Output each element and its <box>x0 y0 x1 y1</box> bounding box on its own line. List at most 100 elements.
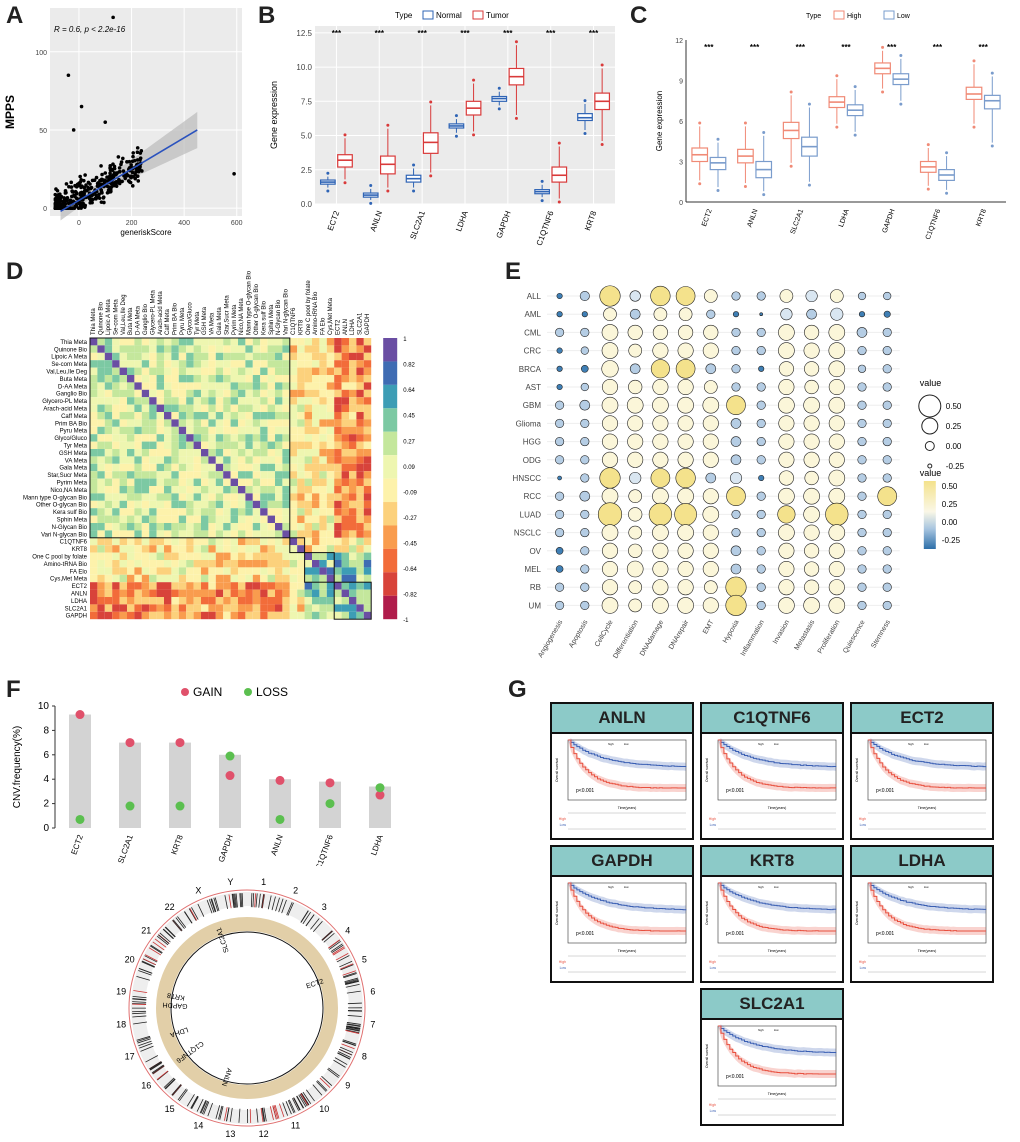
heatmap-cell <box>134 604 142 612</box>
heatmap-cell <box>97 486 105 494</box>
heatmap-cell <box>201 471 209 479</box>
heatmap-cell <box>134 530 142 538</box>
heatmap-cell <box>127 530 135 538</box>
heatmap-cell <box>208 567 216 575</box>
col-label: ANLN <box>343 319 349 335</box>
heatmap-cell <box>141 449 150 457</box>
heatmap-cell <box>193 463 201 472</box>
heatmap-cell <box>156 419 164 427</box>
heatmap-cell <box>326 426 335 435</box>
significance-label: *** <box>332 29 342 38</box>
heatmap-cell <box>193 523 201 531</box>
heatmap-cell <box>267 441 275 449</box>
heatmap-cell <box>90 352 98 361</box>
heatmap-cell <box>356 397 364 405</box>
heatmap-cell <box>141 493 150 501</box>
heatmap-cell <box>289 367 298 375</box>
heatmap-cell <box>282 338 290 346</box>
row-label: KRT8 <box>72 547 88 553</box>
heatmap-cell <box>149 463 157 472</box>
bubble <box>778 379 795 396</box>
heatmap-cell <box>127 611 135 620</box>
chromosome-label: 17 <box>125 1052 135 1062</box>
heatmap-cell <box>297 597 305 605</box>
heatmap-cell <box>304 456 312 464</box>
scatter-point <box>138 157 142 162</box>
km-confidence <box>868 738 986 771</box>
heatmap-cell <box>349 560 357 568</box>
heatmap-cell <box>164 597 172 605</box>
heatmap-cell <box>112 508 120 516</box>
ideogram-band <box>163 1077 175 1088</box>
colorbar-segment <box>383 431 398 456</box>
heatmap-cell <box>363 530 372 538</box>
heatmap-cell <box>326 552 335 560</box>
y-tick-label: 5.0 <box>301 132 313 141</box>
heatmap-cell <box>312 611 320 620</box>
heatmap-cell <box>282 574 290 583</box>
ideogram-band <box>342 970 356 976</box>
scatter-point <box>70 206 75 210</box>
bubble <box>825 502 849 526</box>
heatmap-cell <box>186 441 194 449</box>
heatmap-cell <box>326 515 335 523</box>
ideogram-band <box>300 1093 309 1106</box>
col-label: Val,Leu,Ile Deg <box>121 294 127 335</box>
heatmap-cell <box>104 382 113 390</box>
bubble <box>803 597 820 614</box>
bubble <box>677 542 694 559</box>
scatter-point <box>138 151 143 155</box>
size-legend-label: -0.25 <box>946 462 965 471</box>
ideogram-band <box>150 944 163 954</box>
bubble <box>730 454 742 466</box>
colorbar-tick: -1 <box>403 618 409 624</box>
heatmap-cell <box>178 397 187 405</box>
heatmap-cell <box>312 426 320 435</box>
ideogram-band <box>345 1028 360 1032</box>
heatmap-cell <box>245 456 253 464</box>
outer-cnv-ring <box>128 889 366 1127</box>
ideogram-band <box>188 908 197 921</box>
x-tick-label: SLC2A1 <box>408 209 427 241</box>
heatmap-cell <box>215 567 224 575</box>
bubble <box>601 324 619 341</box>
scatter-point <box>121 156 125 161</box>
heatmap-cell <box>319 404 327 412</box>
heatmap-cell <box>178 604 187 612</box>
scatter-point <box>55 194 60 198</box>
heatmap-cell <box>215 589 224 597</box>
col-label: Apoptosis <box>568 619 590 650</box>
heatmap-cell <box>326 412 335 420</box>
heatmap-cell <box>282 486 290 494</box>
x-tick-label: 600 <box>231 220 243 227</box>
risk-label-low: Low <box>710 1109 717 1113</box>
significance-label: *** <box>417 29 427 38</box>
heatmap-cell <box>149 530 157 538</box>
cluster-box <box>304 552 335 583</box>
heatmap-cell <box>156 493 164 501</box>
bubble <box>580 546 590 556</box>
bubble <box>857 582 867 592</box>
ideogram-band <box>273 1105 279 1119</box>
heatmap-cell <box>171 567 179 575</box>
heatmap-cell <box>230 515 238 523</box>
row-label: Other O-glycan Bio <box>36 503 88 509</box>
heatmap-cell <box>149 486 157 494</box>
heatmap-cell <box>297 523 305 531</box>
outlier-point <box>540 179 544 183</box>
heatmap-cell <box>178 389 187 398</box>
ideogram-band <box>199 1100 207 1114</box>
heatmap-cell <box>230 382 238 390</box>
ideogram-band <box>347 1002 362 1005</box>
heatmap-cell <box>193 352 201 361</box>
heatmap-cell <box>334 397 342 405</box>
heatmap-cell <box>238 360 246 368</box>
significance-label: *** <box>589 29 599 38</box>
ideogram-band <box>345 980 359 985</box>
heatmap-cell <box>297 463 305 472</box>
heatmap-cell <box>319 449 327 457</box>
km-frame <box>717 739 837 801</box>
x-tick-label: GAPDH <box>217 833 235 863</box>
heatmap-cell <box>112 537 120 546</box>
